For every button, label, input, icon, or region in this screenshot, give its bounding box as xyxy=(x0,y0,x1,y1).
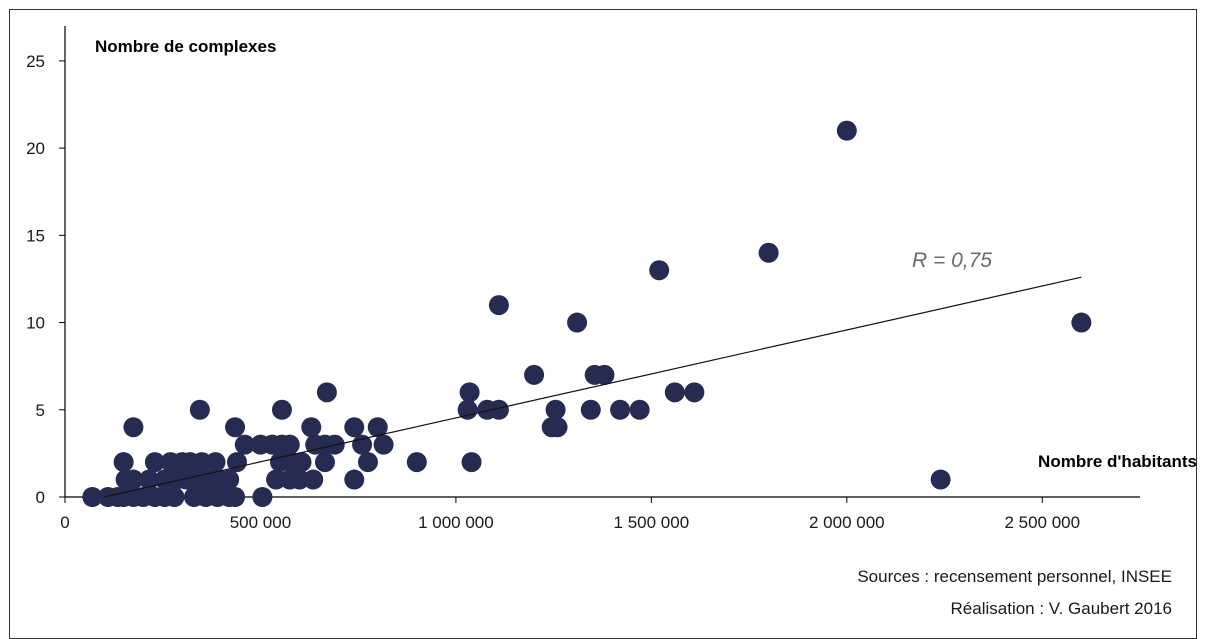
data-point xyxy=(205,452,226,473)
data-point xyxy=(567,312,588,333)
data-point xyxy=(373,434,394,455)
data-point xyxy=(191,452,212,473)
data-point xyxy=(225,417,246,438)
data-point xyxy=(649,260,670,281)
sources-note: Sources : recensement personnel, INSEE xyxy=(857,567,1172,586)
chart-frame xyxy=(9,9,1197,639)
y-tick-label: 15 xyxy=(26,226,45,245)
x-tick-label: 500 000 xyxy=(230,513,291,532)
data-point xyxy=(252,487,273,507)
data-point xyxy=(123,469,144,490)
x-axis-title: Nombre d'habitants xyxy=(1038,452,1197,471)
data-point xyxy=(836,120,857,141)
data-point xyxy=(758,242,779,263)
y-tick-label: 10 xyxy=(26,314,45,333)
data-point xyxy=(316,382,337,403)
credit-note: Réalisation : V. Gaubert 2016 xyxy=(951,599,1172,618)
data-point xyxy=(1071,312,1092,333)
data-point xyxy=(314,452,335,473)
data-point xyxy=(488,295,509,316)
data-point xyxy=(580,399,601,420)
x-tick-label: 1 000 000 xyxy=(418,513,494,532)
data-point xyxy=(113,452,134,473)
data-point xyxy=(357,452,378,473)
data-point xyxy=(291,452,312,473)
y-axis-title: Nombre de complexes xyxy=(95,37,276,56)
data-point xyxy=(610,399,631,420)
data-point xyxy=(547,417,568,438)
data-point xyxy=(461,452,482,473)
y-tick-label: 0 xyxy=(36,488,45,507)
data-point xyxy=(459,382,480,403)
y-tick-label: 5 xyxy=(36,401,45,420)
data-point xyxy=(189,399,210,420)
data-point xyxy=(524,364,545,385)
data-point xyxy=(234,434,255,455)
data-point xyxy=(664,382,685,403)
data-point xyxy=(164,487,185,507)
data-point xyxy=(225,487,246,507)
data-point xyxy=(227,452,247,473)
data-point xyxy=(303,469,324,490)
trendline xyxy=(103,276,1082,498)
data-point xyxy=(144,452,165,473)
y-tick-label: 20 xyxy=(26,139,45,158)
x-axis: 0 500 000 1 000 000 1 500 000 2 000 000 2 500… xyxy=(60,497,1080,532)
data-point xyxy=(545,399,566,420)
data-point xyxy=(344,469,365,490)
data-point xyxy=(344,417,365,438)
data-point xyxy=(139,469,160,490)
data-point xyxy=(279,434,300,455)
data-point xyxy=(82,487,103,507)
data-point xyxy=(930,469,951,490)
y-axis: 0 5 10 15 20 25 xyxy=(26,52,65,507)
data-point xyxy=(123,417,144,438)
data-point xyxy=(289,469,310,490)
data-point xyxy=(629,399,650,420)
data-point xyxy=(266,469,287,490)
data-point xyxy=(684,382,705,403)
x-tick-label: 0 xyxy=(60,513,69,532)
x-tick-label: 1 500 000 xyxy=(614,513,690,532)
data-point xyxy=(594,364,615,385)
data-point xyxy=(488,399,509,420)
data-points xyxy=(82,120,1092,507)
data-point xyxy=(406,452,427,473)
correlation-label: R = 0,75 xyxy=(912,249,992,272)
x-tick-label: 2 500 000 xyxy=(1004,513,1080,532)
data-point xyxy=(271,399,292,420)
data-point xyxy=(457,399,478,420)
x-tick-label: 2 000 000 xyxy=(809,513,885,532)
y-tick-label: 25 xyxy=(26,52,45,71)
data-point xyxy=(301,417,322,438)
data-point xyxy=(367,417,388,438)
data-point xyxy=(219,469,240,490)
